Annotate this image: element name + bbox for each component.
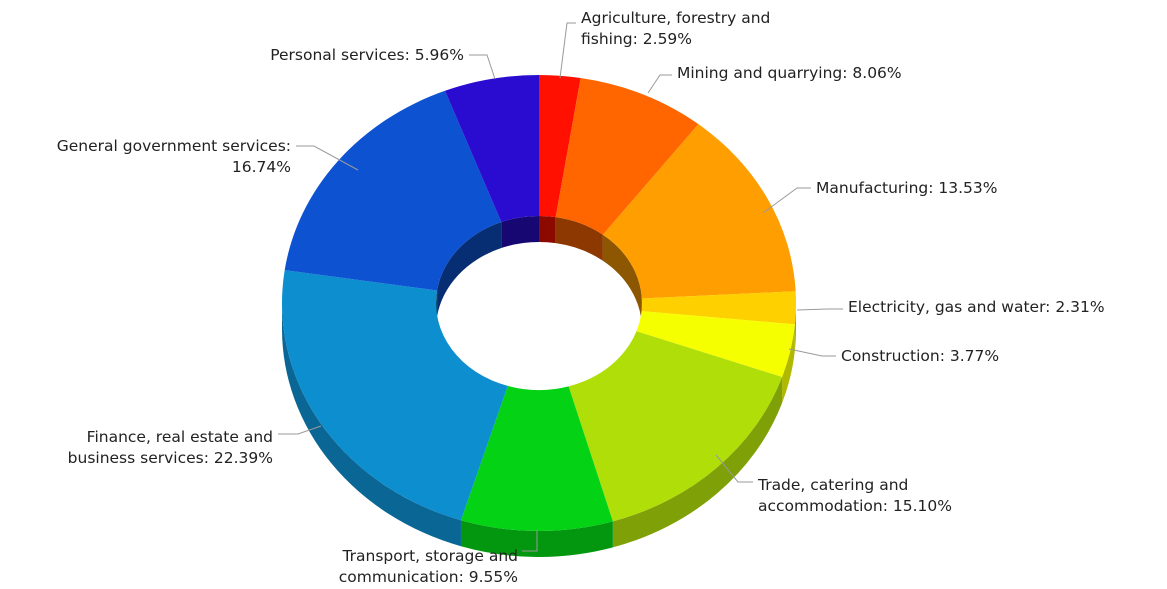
- slice-label-line: Agriculture, forestry and: [581, 9, 770, 27]
- slice-label-agriculture-forestry-and-fishing: Agriculture, forestry and fishing: 2.59%: [581, 9, 770, 48]
- slice-construction[interactable]: [636, 311, 795, 377]
- slice-electricity-gas-and-water[interactable]: [641, 291, 797, 325]
- slice-label-finance-real-estate-and-business-services: Finance, real estate and business service…: [68, 428, 273, 467]
- slice-label-line: Personal services: 5.96%: [270, 46, 464, 64]
- leader-line-transport-storage-and-communication: [522, 530, 538, 552]
- slice-label-general-government-services: General government services: 16.74%: [57, 137, 291, 176]
- leader-lines-layer: [278, 22, 843, 552]
- slice-label-line: Finance, real estate and: [87, 428, 273, 446]
- slice-label-construction: Construction: 3.77%: [841, 347, 999, 365]
- leader-line-finance-real-estate-and-business-services: [278, 425, 322, 435]
- leader-line-general-government-services: [296, 145, 359, 171]
- slice-label-line: Transport, storage and: [341, 547, 518, 565]
- slice-label-mining-and-quarrying: Mining and quarrying: 8.06%: [677, 64, 902, 82]
- slice-finance-real-estate-and-business-services[interactable]: [281, 270, 508, 521]
- slice-label-line: General government services:: [57, 137, 291, 155]
- slice-label-line: fishing: 2.59%: [581, 30, 692, 48]
- slice-label-line: Mining and quarrying: 8.06%: [677, 64, 902, 82]
- slice-label-electricity-gas-and-water: Electricity, gas and water: 2.31%: [848, 298, 1105, 316]
- leader-line-electricity-gas-and-water: [796, 308, 843, 311]
- outer-wall-trade-catering-and-accommodation: [612, 376, 783, 548]
- outer-wall-electricity-gas-and-water: [794, 303, 796, 351]
- slice-label-personal-services: Personal services: 5.96%: [270, 46, 464, 64]
- outer-wall-finance-real-estate-and-business-services: [282, 303, 461, 547]
- slice-general-government-services[interactable]: [284, 90, 502, 291]
- slice-label-line: Construction: 3.77%: [841, 347, 999, 365]
- leader-line-construction: [788, 348, 836, 357]
- inner-wall-general-government-services: [437, 222, 502, 317]
- slice-manufacturing[interactable]: [602, 124, 796, 299]
- inner-wall-agriculture-forestry-and-fishing: [539, 216, 556, 244]
- slice-label-line: accommodation: 15.10%: [758, 497, 952, 515]
- inner-wall-personal-services: [501, 216, 539, 249]
- leader-line-mining-and-quarrying: [647, 74, 672, 94]
- leader-line-trade-catering-and-accommodation: [715, 454, 753, 483]
- slice-personal-services[interactable]: [444, 75, 539, 223]
- slice-label-line: business services: 22.39%: [68, 449, 273, 467]
- slice-label-line: communication: 9.55%: [339, 568, 518, 586]
- slice-label-line: Manufacturing: 13.53%: [816, 179, 998, 197]
- slice-tops-layer: [281, 75, 797, 531]
- outer-wall-construction: [782, 324, 795, 403]
- slice-label-trade-catering-and-accommodation: Trade, catering and accommodation: 15.10%: [757, 476, 952, 515]
- slice-label-manufacturing: Manufacturing: 13.53%: [816, 179, 998, 197]
- slice-mining-and-quarrying[interactable]: [555, 78, 699, 235]
- slice-label-transport-storage-and-communication: Transport, storage and communication: 9.5…: [339, 547, 518, 586]
- slice-labels-layer: Agriculture, forestry and fishing: 2.59% M…: [57, 9, 1105, 586]
- slice-label-line: Trade, catering and: [757, 476, 908, 494]
- slice-agriculture-forestry-and-fishing[interactable]: [539, 75, 581, 218]
- inner-wall-manufacturing: [602, 234, 642, 325]
- leader-line-manufacturing: [762, 187, 811, 214]
- slice-sides-layer: [282, 216, 796, 557]
- slice-trade-catering-and-accommodation[interactable]: [568, 331, 783, 522]
- inner-wall-mining-and-quarrying: [555, 217, 603, 261]
- leader-line-personal-services: [469, 54, 496, 80]
- slice-label-line: 16.74%: [232, 158, 291, 176]
- leader-line-agriculture-forestry-and-fishing: [559, 22, 576, 79]
- slice-label-line: Electricity, gas and water: 2.31%: [848, 298, 1105, 316]
- slice-transport-storage-and-communication[interactable]: [460, 385, 613, 531]
